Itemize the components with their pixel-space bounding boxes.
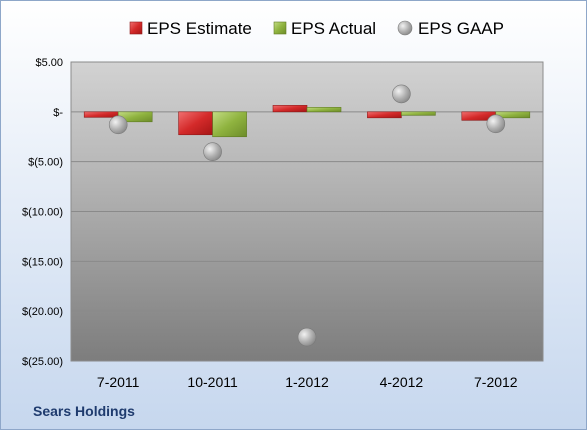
bar-eps-actual xyxy=(401,111,436,116)
legend-swatch xyxy=(397,20,413,36)
y-tick-label: $(20.00) xyxy=(22,306,63,318)
marker-eps-gaap xyxy=(392,84,411,104)
x-tick-label: 7-2011 xyxy=(97,374,140,390)
bars xyxy=(83,105,531,138)
marker-eps-gaap xyxy=(297,327,317,347)
x-axis-tick-labels: 7-2011 10-2011 1-2012 4-2012 7-2012 xyxy=(97,374,518,390)
y-tick-label: $5.00 xyxy=(35,57,63,69)
x-tick-label: 1-2012 xyxy=(285,374,329,390)
bar-eps-estimate xyxy=(367,111,402,119)
marker-eps-gaap xyxy=(486,114,506,134)
marker-eps-gaap xyxy=(203,142,222,161)
gaap-markers xyxy=(108,84,506,347)
legend-label: EPS Estimate xyxy=(147,19,252,38)
y-tick-label: $(25.00) xyxy=(22,356,63,368)
marker-eps-gaap xyxy=(108,115,128,135)
bar-eps-estimate xyxy=(178,111,213,136)
bar-eps-estimate xyxy=(272,105,308,113)
y-axis-tick-labels: $5.00 $- $(5.00) $(10.00) $(15.00) $(20.00) $(… xyxy=(22,57,63,368)
legend-label: EPS GAAP xyxy=(418,19,504,38)
bar-eps-actual xyxy=(212,111,247,138)
legend: EPS Estimate EPS Actual EPS GAAP xyxy=(129,19,504,38)
x-tick-label: 10-2011 xyxy=(187,374,238,390)
legend-swatch xyxy=(129,21,143,35)
x-tick-label: 7-2012 xyxy=(474,374,518,390)
y-tick-label: $- xyxy=(53,107,63,119)
y-tick-label: $(5.00) xyxy=(28,157,63,169)
bar-eps-estimate xyxy=(83,111,119,118)
y-tick-label: $(15.00) xyxy=(22,256,63,268)
legend-swatch xyxy=(273,21,287,35)
legend-label: EPS Actual xyxy=(291,19,376,38)
x-tick-label: 4-2012 xyxy=(380,374,424,390)
footer-label: Sears Holdings xyxy=(33,403,135,419)
y-tick-label: $(10.00) xyxy=(22,207,63,219)
bar-eps-actual xyxy=(306,107,342,113)
